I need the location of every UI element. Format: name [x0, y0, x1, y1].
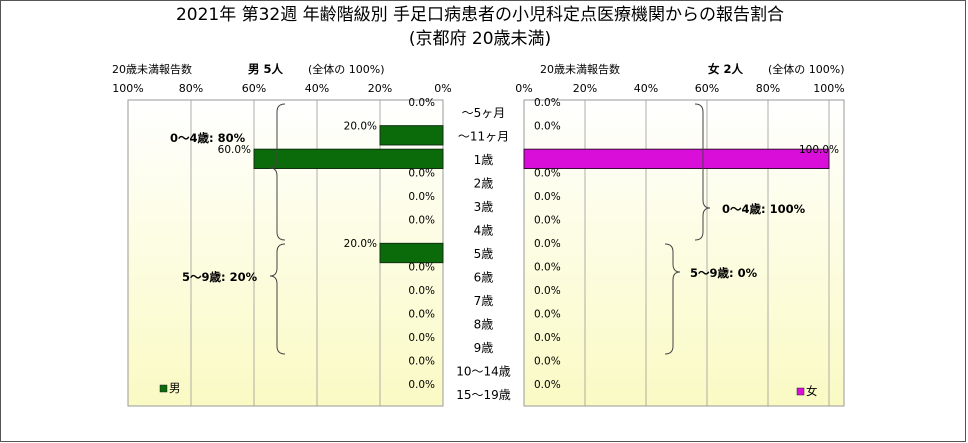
male-data-label: 0.0% [408, 332, 435, 344]
male-header-count: 男 5人 [248, 62, 284, 76]
category-label: ～5ヶ月 [462, 106, 506, 120]
female-data-label: 0.0% [534, 262, 561, 274]
female-x-tick-label: 40% [634, 82, 658, 95]
male-header-label: 20歳未満報告数 [112, 63, 192, 76]
male-data-label: 0.0% [408, 191, 435, 203]
female-group-label-5-9: 5～9歳: 0% [690, 266, 758, 280]
female-brace-5-9 [664, 243, 681, 355]
male-data-label: 0.0% [408, 214, 435, 226]
category-label: ～11ヶ月 [458, 129, 509, 143]
category-label: 3歳 [474, 200, 494, 214]
male-data-label: 20.0% [344, 120, 377, 132]
female-data-label: 0.0% [534, 238, 561, 250]
male-x-tick-label: 0% [434, 82, 451, 95]
male-x-tick-label: 40% [305, 82, 329, 95]
male-brace-0-4 [269, 103, 286, 241]
female-x-tick-label: 0% [515, 82, 532, 95]
female-data-label: 0.0% [534, 285, 561, 297]
female-data-label: 0.0% [534, 309, 561, 321]
male-x-tick-label: 80% [179, 82, 203, 95]
female-legend-label: 女 [806, 384, 818, 398]
female-bar [523, 148, 830, 169]
category-label: 4歳 [474, 223, 494, 237]
data-labels: 0.0% 0.0% 20.0% 0.0% 60.0% 100.0% 0.0% 0.0% 0.0%… [218, 97, 839, 391]
female-data-label: 0.0% [534, 167, 561, 179]
female-legend-swatch [796, 387, 805, 396]
female-data-label: 0.0% [534, 332, 561, 344]
female-x-tick-label: 20% [573, 82, 597, 95]
category-label: 6歳 [474, 271, 494, 285]
category-labels: ～5ヶ月 ～11ヶ月 1歳 2歳 3歳 4歳 5歳 6歳 7歳 8歳 9歳 10～14歳 15～19歳 [456, 106, 511, 402]
male-data-label: 0.0% [408, 309, 435, 321]
male-x-tick-label: 20% [368, 82, 392, 95]
female-data-label: 0.0% [534, 214, 561, 226]
male-data-label: 0.0% [408, 285, 435, 297]
bars [253, 125, 830, 264]
male-data-label: 0.0% [408, 379, 435, 391]
category-label: 5歳 [474, 247, 494, 261]
male-data-label: 0.0% [408, 356, 435, 368]
male-bar [379, 125, 444, 146]
male-group-label-0-4: 0～4歳: 80% [170, 131, 246, 145]
male-group-label-5-9: 5～9歳: 20% [182, 270, 258, 284]
female-group-label-0-4: 0～4歳: 100% [722, 202, 806, 216]
category-label: 9歳 [474, 341, 494, 355]
category-label: 1歳 [474, 153, 494, 167]
male-brace-5-9 [269, 243, 286, 355]
x-axis-tick-labels: 0% 0% 20% 20% 40% 40% 60% 60% 80% 80% 100% 100% [112, 82, 844, 95]
male-header-share: (全体の 100%) [308, 62, 385, 76]
male-data-label: 0.0% [408, 262, 435, 274]
female-data-label: 100.0% [799, 144, 839, 156]
female-header-count: 女 2人 [708, 62, 744, 76]
male-x-tick-label: 60% [242, 82, 266, 95]
category-label: 10～14歳 [456, 365, 511, 379]
chart-title: 2021年 第32週 年齢階級別 手足口病患者の小児科定点医療機関からの報告割合 [176, 5, 784, 25]
female-x-tick-label: 80% [756, 82, 780, 95]
female-data-label: 0.0% [534, 356, 561, 368]
male-x-tick-label: 100% [112, 82, 143, 95]
category-label: 2歳 [474, 176, 494, 190]
female-data-label: 0.0% [534, 191, 561, 203]
male-data-label: 0.0% [408, 167, 435, 179]
female-header-label: 20歳未満報告数 [540, 63, 620, 76]
category-label: 7歳 [474, 294, 494, 308]
male-data-label: 60.0% [218, 144, 251, 156]
male-data-label: 20.0% [344, 238, 377, 250]
chart-subtitle: (京都府 20歳未満) [409, 29, 551, 49]
female-data-label: 0.0% [534, 379, 561, 391]
female-x-tick-label: 60% [695, 82, 719, 95]
female-data-label: 0.0% [534, 97, 561, 109]
female-data-label: 0.0% [534, 120, 561, 132]
male-legend-label: 男 [169, 381, 181, 395]
female-plot-area [523, 99, 845, 407]
male-data-label: 0.0% [408, 97, 435, 109]
female-header-share: (全体の 100%) [768, 62, 845, 76]
category-label: 15～19歳 [456, 388, 511, 402]
female-brace-0-4 [694, 103, 711, 241]
male-legend-swatch [159, 384, 168, 393]
female-x-tick-label: 100% [813, 82, 844, 95]
male-bar [379, 242, 444, 264]
category-label: 8歳 [474, 318, 494, 332]
male-bar [253, 148, 444, 169]
